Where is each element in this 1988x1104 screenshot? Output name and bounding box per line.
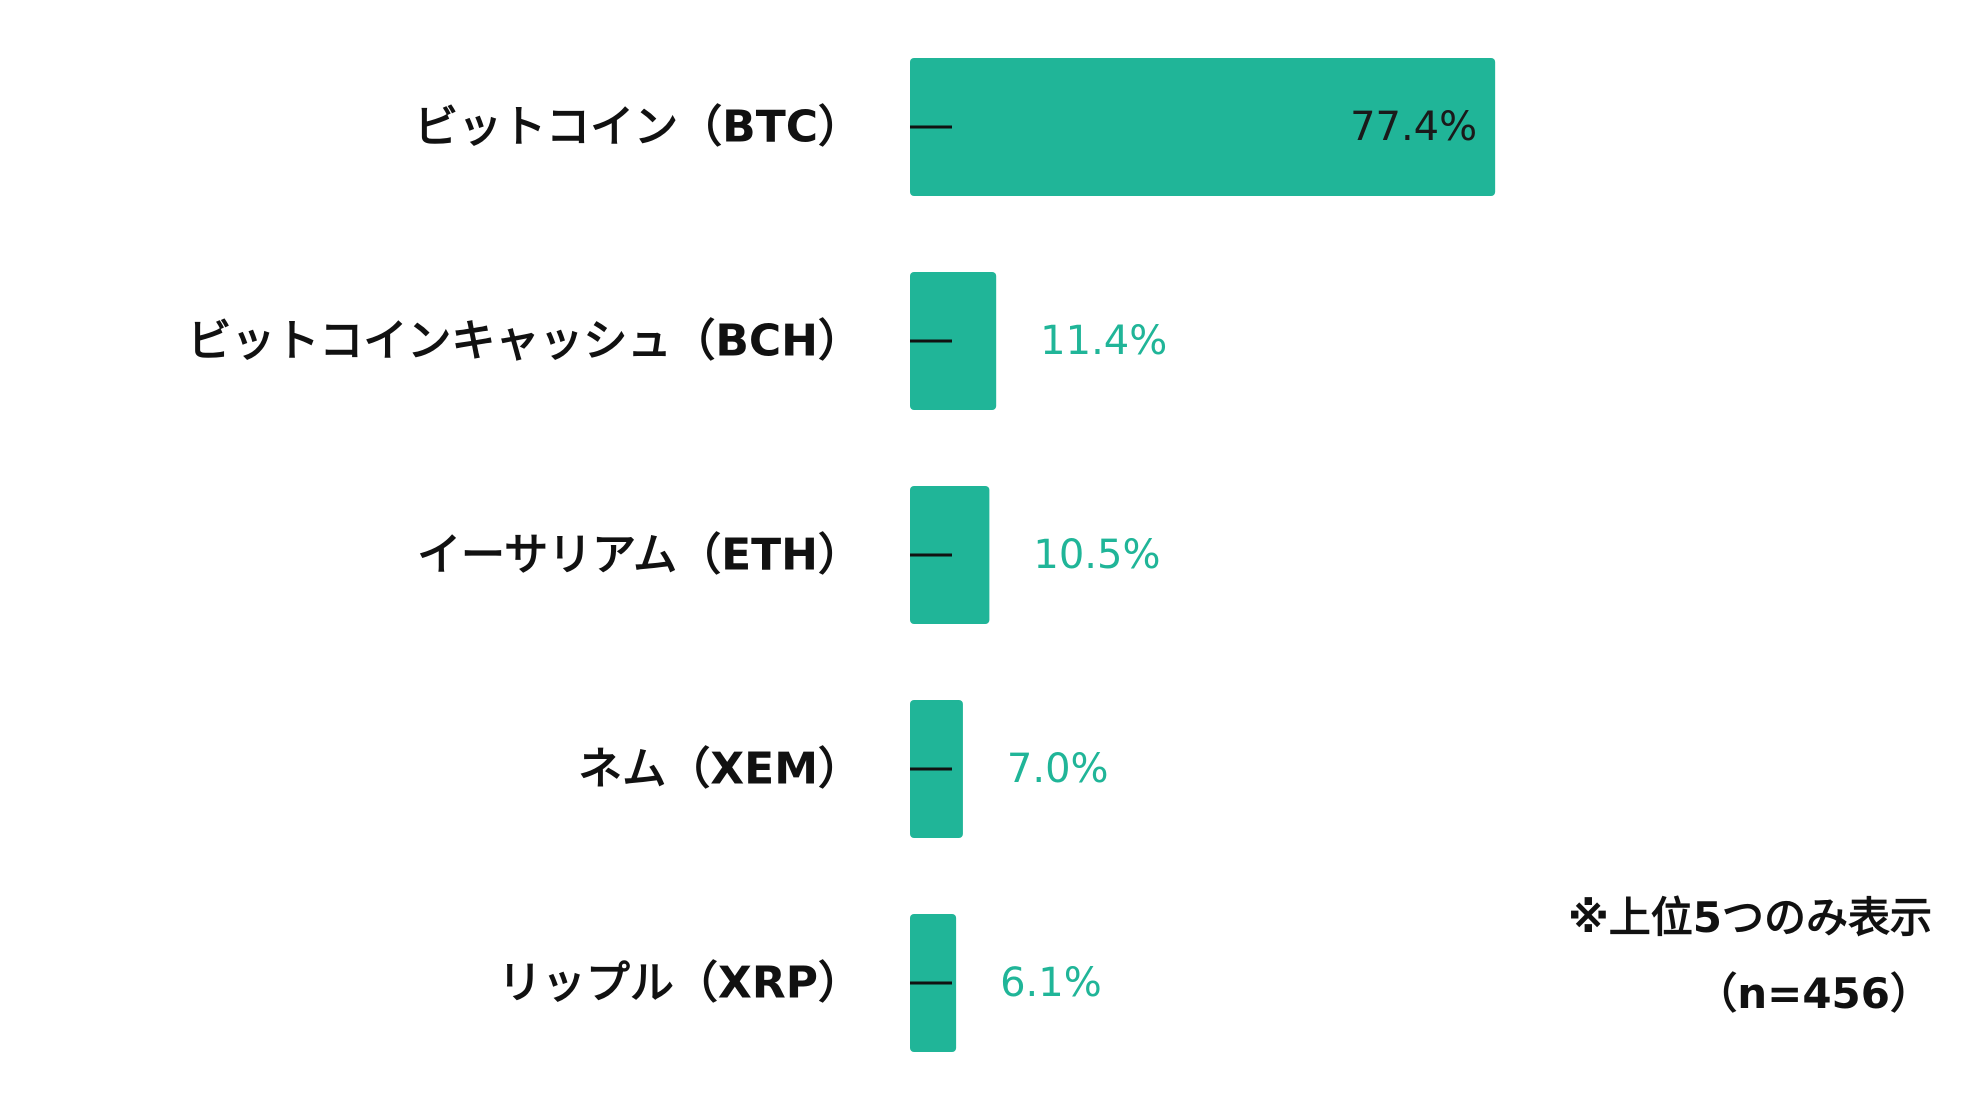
category-label: リップル（XRP） (498, 958, 862, 1009)
category-label: イーサリアム（ETH） (417, 530, 862, 581)
note-sample-size: （n=456） (1695, 969, 1932, 1018)
category-label: ネム（XEM） (578, 744, 862, 795)
note-top5-only: ※上位5つのみ表示 (1567, 893, 1932, 942)
value-label: 6.1% (1000, 960, 1102, 1006)
category-label: ビットコインキャッシュ（BCH） (187, 316, 862, 367)
bar (910, 272, 997, 410)
value-label: 77.4% (1350, 104, 1477, 150)
category-label: ビットコイン（BTC） (414, 102, 862, 153)
value-label: 10.5% (1033, 532, 1160, 578)
value-label: 11.4% (1040, 318, 1167, 364)
value-label: 7.0% (1007, 746, 1109, 792)
bar (910, 58, 1496, 196)
bars-layer: ビットコイン（BTC） 77.4% ビットコインキャッシュ（BCH） 11.4% イーサ… (187, 58, 1496, 1052)
